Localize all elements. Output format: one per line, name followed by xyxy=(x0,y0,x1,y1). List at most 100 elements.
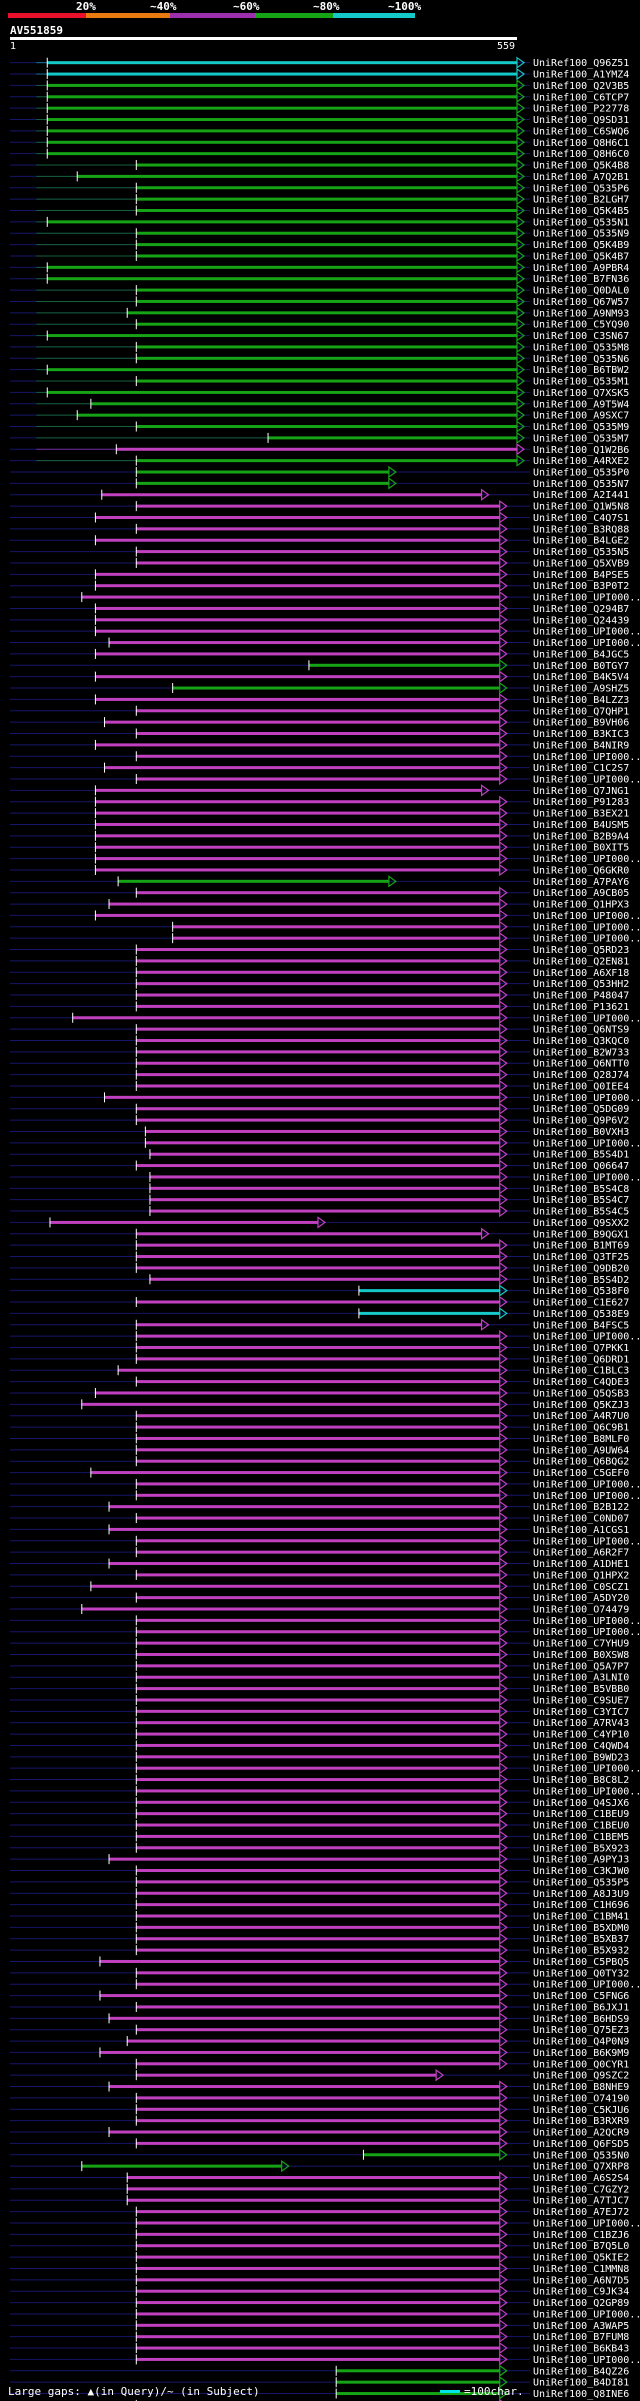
hit-label[interactable]: UniRef100_Q535M7 xyxy=(533,433,629,444)
hit-label[interactable]: UniRef100_B5S4D2 xyxy=(533,1275,629,1286)
hit-label[interactable]: UniRef100_Q535M8 xyxy=(533,342,629,353)
hit-label[interactable]: UniRef100_Q0DAL0 xyxy=(533,286,629,297)
hit-label[interactable]: UniRef100_Q535N0 xyxy=(533,2150,629,2161)
hit-label[interactable]: UniRef100_Q535N9 xyxy=(533,229,629,240)
hit-label[interactable]: UniRef100_Q535M1 xyxy=(533,377,629,388)
hit-label[interactable]: UniRef100_B3EX21 xyxy=(533,809,629,820)
hit-label[interactable]: UniRef100_B5S4C7 xyxy=(533,1195,629,1206)
hit-label[interactable]: UniRef100_C1BLC3 xyxy=(533,1366,629,1377)
hit-label[interactable]: UniRef100_UPI000... xyxy=(533,1786,640,1797)
hit-label[interactable]: UniRef100_UPI000... xyxy=(533,922,640,933)
hit-label[interactable]: UniRef100_C5KJU6 xyxy=(533,2105,629,2116)
hit-label[interactable]: UniRef100_Q5KZJ3 xyxy=(533,1400,629,1411)
hit-label[interactable]: UniRef100_C5FNG6 xyxy=(533,1991,629,2002)
hit-label[interactable]: UniRef100_A9NM93 xyxy=(533,308,629,319)
hit-label[interactable]: UniRef100_B7Q5L0 xyxy=(533,2241,629,2252)
hit-label[interactable]: UniRef100_C5GEF0 xyxy=(533,1468,629,1479)
hit-label[interactable]: UniRef100_C1BEU9 xyxy=(533,1809,629,1820)
hit-label[interactable]: UniRef100_Q4P0N9 xyxy=(533,2037,629,2048)
hit-label[interactable]: UniRef100_Q7PKK1 xyxy=(533,1343,629,1354)
hit-label[interactable]: UniRef100_Q6NTT0 xyxy=(533,1059,629,1070)
hit-label[interactable]: UniRef100_C1BM41 xyxy=(533,1911,629,1922)
hit-label[interactable]: UniRef100_B5S4D1 xyxy=(533,1150,629,1161)
hit-label[interactable]: UniRef100_B4JGC5 xyxy=(533,649,629,660)
hit-label[interactable]: UniRef100_P48047 xyxy=(533,991,629,1002)
hit-label[interactable]: UniRef100_A2QCR9 xyxy=(533,2128,629,2139)
hit-label[interactable]: UniRef100_C7GZY2 xyxy=(533,2184,629,2195)
hit-label[interactable]: UniRef100_Q5QSB3 xyxy=(533,1388,629,1399)
hit-label[interactable]: UniRef100_UPI000... xyxy=(533,1172,640,1183)
hit-label[interactable]: UniRef100_Q0TY32 xyxy=(533,1968,629,1979)
hit-label[interactable]: UniRef100_P13621 xyxy=(533,1002,629,1013)
hit-label[interactable]: UniRef100_Q538E9 xyxy=(533,1309,629,1320)
hit-label[interactable]: UniRef100_Q6BQG2 xyxy=(533,1457,629,1468)
hit-label[interactable]: UniRef100_A1YMZ4 xyxy=(533,70,629,81)
hit-label[interactable]: UniRef100_Q535P6 xyxy=(533,183,629,194)
hit-label[interactable]: UniRef100_Q5K4B5 xyxy=(533,206,629,217)
hit-label[interactable]: UniRef100_UPI000... xyxy=(533,593,640,604)
hit-label[interactable]: UniRef100_A3WAP5 xyxy=(533,2321,629,2332)
hit-label[interactable]: UniRef100_C4Q7S1 xyxy=(533,513,629,524)
hit-label[interactable]: UniRef100_A3LNI0 xyxy=(533,1673,629,1684)
hit-label[interactable]: UniRef100_Q5KIE2 xyxy=(533,2253,629,2264)
hit-label[interactable]: UniRef100_B9VH06 xyxy=(533,718,629,729)
hit-label[interactable]: UniRef100_A9SXC7 xyxy=(533,411,629,422)
hit-label[interactable]: UniRef100_Q7JNG1 xyxy=(533,786,629,797)
hit-label[interactable]: UniRef100_A1CGS1 xyxy=(533,1525,629,1536)
hit-label[interactable]: UniRef100_C5PBQ5 xyxy=(533,1957,629,1968)
hit-label[interactable]: UniRef100_B7FN36 xyxy=(533,274,629,285)
hit-label[interactable]: UniRef100_Q3KQC0 xyxy=(533,1036,629,1047)
hit-label[interactable]: UniRef100_C4QDE3 xyxy=(533,1377,629,1388)
hit-label[interactable]: UniRef100_UPI000... xyxy=(533,2218,640,2229)
hit-label[interactable]: UniRef100_C0ND07 xyxy=(533,1514,629,1525)
hit-label[interactable]: UniRef100_UPI000... xyxy=(533,934,640,945)
hit-label[interactable]: UniRef100_B4FSC5 xyxy=(533,1320,629,1331)
hit-label[interactable]: UniRef100_A7EJ72 xyxy=(533,2207,629,2218)
hit-label[interactable]: UniRef100_C7YHU9 xyxy=(533,1639,629,1650)
hit-label[interactable]: UniRef100_B7FUM8 xyxy=(533,2332,629,2343)
hit-label[interactable]: UniRef100_Q9DB20 xyxy=(533,1263,629,1274)
hit-label[interactable]: UniRef100_UPI000... xyxy=(533,2355,640,2366)
hit-label[interactable]: UniRef100_Q53HH2 xyxy=(533,979,629,990)
hit-label[interactable]: UniRef100_B5X932 xyxy=(533,1946,629,1957)
hit-label[interactable]: UniRef100_Q0IEE4 xyxy=(533,1081,629,1092)
hit-label[interactable]: UniRef100_C4QWD4 xyxy=(533,1741,629,1752)
hit-label[interactable]: UniRef100_Q9P6V2 xyxy=(533,1116,629,1127)
hit-label[interactable]: UniRef100_O74190 xyxy=(533,2093,629,2104)
hit-label[interactable]: UniRef100_B4USM5 xyxy=(533,820,629,831)
hit-label[interactable]: UniRef100_UPI000... xyxy=(533,2309,640,2320)
hit-label[interactable]: UniRef100_Q7XSK5 xyxy=(533,388,629,399)
hit-label[interactable]: UniRef100_B5S4C8 xyxy=(533,1184,629,1195)
hit-label[interactable]: UniRef100_O74479 xyxy=(533,1605,629,1616)
hit-label[interactable]: UniRef100_A9T5W4 xyxy=(533,399,629,410)
hit-label[interactable]: UniRef100_B5XDM0 xyxy=(533,1923,629,1934)
hit-label[interactable]: UniRef100_Q6FSD5 xyxy=(533,2139,629,2150)
hit-label[interactable]: UniRef100_Q0CYR1 xyxy=(533,2059,629,2070)
hit-label[interactable]: UniRef100_A1DHE1 xyxy=(533,1559,629,1570)
hit-label[interactable]: UniRef100_Q6NTS9 xyxy=(533,1025,629,1036)
hit-label[interactable]: UniRef100_B8C8L2 xyxy=(533,1775,629,1786)
hit-label[interactable]: UniRef100_UPI000... xyxy=(533,752,640,763)
hit-label[interactable]: UniRef100_Q538F0 xyxy=(533,1286,629,1297)
hit-label[interactable]: UniRef100_B6JXJ1 xyxy=(533,2002,629,2013)
hit-label[interactable]: UniRef100_Q8H6C1 xyxy=(533,138,629,149)
hit-label[interactable]: UniRef100_UPI000... xyxy=(533,1616,640,1627)
hit-label[interactable]: UniRef100_Q535N5 xyxy=(533,547,629,558)
hit-label[interactable]: UniRef100_B0VXH3 xyxy=(533,1127,629,1138)
hit-label[interactable]: UniRef100_A9SHZ5 xyxy=(533,684,629,695)
hit-label[interactable]: UniRef100_UPI000... xyxy=(533,1479,640,1490)
hit-label[interactable]: UniRef100_B3KIC3 xyxy=(533,729,629,740)
hit-label[interactable]: UniRef100_Q535N1 xyxy=(533,217,629,228)
hit-label[interactable]: UniRef100_B5S4C5 xyxy=(533,1207,629,1218)
hit-label[interactable]: UniRef100_A2I441 xyxy=(533,490,629,501)
hit-label[interactable]: UniRef100_Q6DRD1 xyxy=(533,1354,629,1365)
hit-label[interactable]: UniRef100_UPI000... xyxy=(533,1764,640,1775)
hit-label[interactable]: UniRef100_B5X923 xyxy=(533,1843,629,1854)
hit-label[interactable]: UniRef100_UPI000... xyxy=(533,1536,640,1547)
hit-label[interactable]: UniRef100_B3RXR9 xyxy=(533,2116,629,2127)
hit-label[interactable]: UniRef100_UPI000... xyxy=(533,774,640,785)
hit-label[interactable]: UniRef100_C1E627 xyxy=(533,1298,629,1309)
hit-label[interactable]: UniRef100_Q535M9 xyxy=(533,422,629,433)
hit-label[interactable]: UniRef100_B2B122 xyxy=(533,1502,629,1513)
hit-label[interactable]: UniRef100_A7Q2B1 xyxy=(533,172,629,183)
